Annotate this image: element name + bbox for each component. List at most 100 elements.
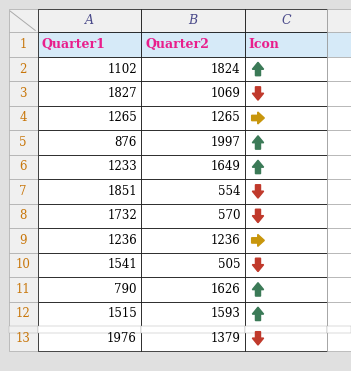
Bar [141, 253, 245, 277]
Text: 13: 13 [16, 332, 31, 345]
Bar [141, 204, 245, 228]
Text: 4: 4 [19, 111, 27, 125]
Text: 1827: 1827 [107, 87, 137, 100]
Bar [38, 81, 141, 106]
Text: 1626: 1626 [211, 283, 240, 296]
Text: 1824: 1824 [211, 62, 240, 76]
Bar [38, 130, 141, 155]
Bar [327, 32, 351, 57]
Text: 12: 12 [16, 307, 31, 321]
Bar [9, 155, 38, 179]
Text: 3: 3 [19, 87, 27, 100]
Bar [38, 204, 141, 228]
Text: 505: 505 [218, 258, 240, 272]
Bar [9, 204, 38, 228]
Bar [38, 253, 141, 277]
Text: C: C [281, 14, 291, 27]
Text: 1265: 1265 [211, 111, 240, 125]
Polygon shape [252, 283, 264, 296]
Text: 1851: 1851 [107, 185, 137, 198]
Bar [245, 326, 327, 333]
Bar [9, 9, 38, 32]
Text: 2: 2 [19, 62, 27, 76]
Text: 10: 10 [16, 258, 31, 272]
Bar [9, 326, 38, 351]
Bar [141, 32, 245, 57]
Bar [38, 57, 141, 81]
Text: 5: 5 [19, 136, 27, 149]
Text: 1976: 1976 [107, 332, 137, 345]
Bar [9, 228, 38, 253]
Bar [9, 81, 38, 106]
Polygon shape [252, 136, 264, 149]
Text: 790: 790 [114, 283, 137, 296]
Bar [141, 9, 245, 32]
Text: 7: 7 [19, 185, 27, 198]
Bar [245, 326, 327, 351]
Text: 1233: 1233 [107, 160, 137, 174]
Text: 554: 554 [218, 185, 240, 198]
Text: 1102: 1102 [107, 62, 137, 76]
Bar [327, 130, 351, 155]
Bar [245, 32, 327, 57]
Text: 1997: 1997 [211, 136, 240, 149]
Bar [9, 130, 38, 155]
Polygon shape [252, 112, 264, 124]
Bar [245, 179, 327, 204]
Bar [245, 81, 327, 106]
Text: B: B [188, 14, 197, 27]
Bar [327, 326, 351, 351]
Bar [9, 326, 38, 333]
Bar [141, 155, 245, 179]
Bar [327, 253, 351, 277]
Text: 1593: 1593 [211, 307, 240, 321]
Bar [38, 277, 141, 302]
Bar [245, 302, 327, 326]
Bar [9, 179, 38, 204]
Polygon shape [252, 234, 264, 246]
Bar [9, 253, 38, 277]
Text: 1515: 1515 [107, 307, 137, 321]
Bar [141, 57, 245, 81]
Bar [141, 277, 245, 302]
Bar [9, 302, 38, 326]
Bar [245, 57, 327, 81]
Bar [9, 277, 38, 302]
Bar [327, 9, 351, 32]
Bar [9, 57, 38, 81]
Bar [141, 326, 245, 333]
Bar [245, 204, 327, 228]
Bar [141, 81, 245, 106]
Bar [245, 106, 327, 130]
Text: 1236: 1236 [107, 234, 137, 247]
Text: 1: 1 [19, 38, 27, 51]
Text: 876: 876 [114, 136, 137, 149]
Bar [245, 253, 327, 277]
Bar [327, 228, 351, 253]
Bar [327, 277, 351, 302]
Bar [327, 81, 351, 106]
Text: 9: 9 [19, 234, 27, 247]
Text: A: A [85, 14, 94, 27]
Bar [141, 228, 245, 253]
Text: 1732: 1732 [107, 209, 137, 223]
Bar [245, 130, 327, 155]
Bar [38, 326, 141, 351]
Bar [141, 302, 245, 326]
Bar [327, 302, 351, 326]
Text: 11: 11 [16, 283, 31, 296]
Text: 1069: 1069 [211, 87, 240, 100]
Text: Icon: Icon [249, 38, 280, 51]
Text: 1541: 1541 [107, 258, 137, 272]
Text: 1649: 1649 [211, 160, 240, 174]
Polygon shape [252, 62, 264, 76]
Bar [38, 9, 141, 32]
Bar [245, 277, 327, 302]
Polygon shape [252, 87, 264, 100]
Bar [327, 106, 351, 130]
Bar [327, 326, 351, 333]
Bar [141, 326, 245, 351]
Bar [327, 204, 351, 228]
Bar [38, 32, 141, 57]
Bar [141, 179, 245, 204]
